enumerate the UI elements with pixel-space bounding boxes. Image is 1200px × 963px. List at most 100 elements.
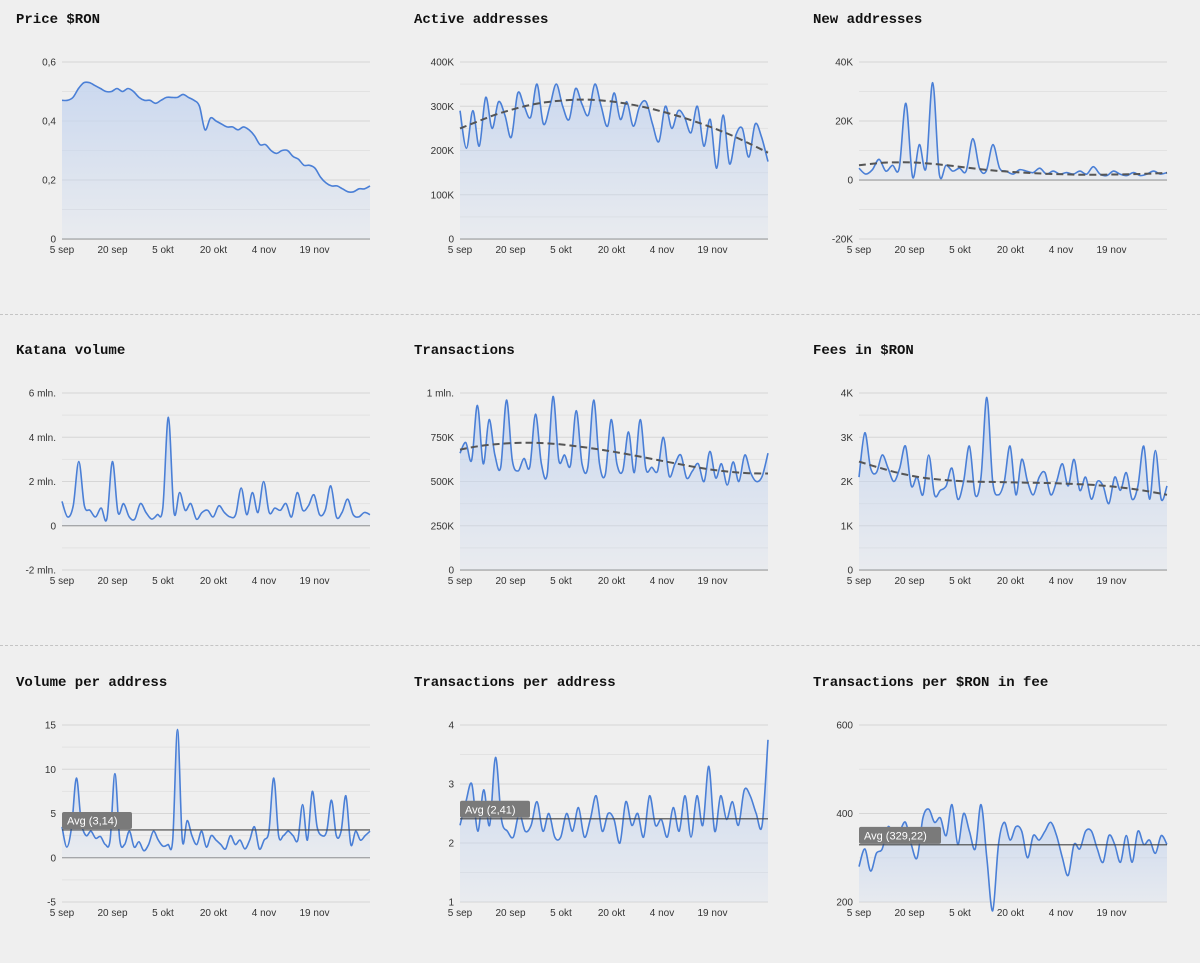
x-tick-label: 20 sep — [97, 908, 127, 919]
chart-panel-transactions-per-ron-fee: Transactions per $RON in fee 200 400 600 5 … — [797, 663, 1177, 963]
y-tick-label: 0,4 — [42, 117, 56, 128]
y-tick-label: 0 — [847, 566, 853, 577]
series-line — [61, 81, 371, 193]
x-tick-label: 4 nov — [650, 245, 674, 256]
series-area — [859, 397, 1167, 570]
x-tick-label: 19 nov — [299, 245, 329, 256]
chart-panel-volume-per-address: Volume per address -5 0 5 10 15 5 sep 20 sep 5 … — [0, 663, 380, 963]
series-area — [460, 396, 768, 570]
x-tick-label: 19 nov — [697, 908, 727, 919]
x-tick-label: 5 okt — [550, 245, 572, 256]
chart-title: New addresses — [813, 12, 923, 28]
trend-line — [858, 161, 1168, 176]
x-tick-label: 4 nov — [252, 576, 276, 587]
chart-katana-volume: -2 mln. 0 2 mln. 4 mln. 6 mln. 5 sep 20 sep 5 o… — [25, 389, 371, 587]
x-tick-label: 4 nov — [650, 908, 674, 919]
chart-volume-per-address: -5 0 5 10 15 5 sep 20 sep 5 okt 20 okt 4 nov 19 no… — [45, 721, 371, 919]
x-tick-label: 20 okt — [200, 576, 227, 587]
series-area — [460, 84, 768, 239]
y-tick-label: 100K — [431, 190, 455, 201]
x-tick-label: 5 sep — [448, 576, 473, 587]
row-separator-2 — [0, 645, 1200, 646]
x-tick-label: 5 okt — [152, 245, 174, 256]
chart-panel-katana-volume: Katana volume -2 mln. 0 2 mln. 4 mln. 6 mln.… — [0, 331, 380, 631]
y-tick-label: 0 — [50, 235, 56, 246]
series-line — [61, 728, 371, 852]
x-tick-label: 20 sep — [495, 908, 525, 919]
y-tick-label: 200 — [836, 898, 853, 909]
chart-title: Active addresses — [414, 12, 549, 28]
average-label: Avg (2,41) — [465, 804, 516, 816]
y-tick-label: 2K — [841, 477, 854, 488]
series-line — [858, 396, 1168, 505]
y-tick-label: -2 mln. — [25, 566, 56, 577]
y-tick-label: 4K — [841, 389, 854, 400]
x-tick-label: 19 nov — [1096, 245, 1126, 256]
x-tick-label: 5 sep — [847, 908, 872, 919]
chart-title: Transactions — [414, 343, 515, 359]
x-tick-label: 20 okt — [598, 245, 625, 256]
y-tick-label: 0 — [448, 235, 454, 246]
series-line — [459, 395, 769, 486]
chart-transactions-per-ron-fee: 200 400 600 5 sep 20 sep 5 okt 20 okt 4 nov 19 n… — [836, 721, 1168, 919]
average-label-box — [859, 826, 941, 844]
x-tick-label: 20 okt — [200, 245, 227, 256]
y-tick-label: 4 — [448, 721, 454, 732]
y-tick-label: 20K — [835, 117, 853, 128]
trend-line — [459, 98, 769, 154]
x-tick-label: 20 sep — [894, 576, 924, 587]
chart-price-ron: 0 0,2 0,4 0,6 5 sep 20 sep 5 okt 20 okt 4 nov 19 … — [42, 58, 371, 256]
series-line — [459, 83, 769, 170]
chart-title: Transactions per address — [414, 675, 616, 691]
average-label-box — [460, 800, 530, 818]
series-area — [62, 729, 370, 858]
chart-active-addresses: 0 100K 200K 300K 400K 5 sep 20 sep 5 okt 20 okt 4… — [431, 58, 769, 256]
x-tick-label: 20 sep — [97, 576, 127, 587]
series-line — [858, 81, 1168, 180]
x-tick-label: 20 sep — [495, 245, 525, 256]
x-tick-label: 5 sep — [448, 245, 473, 256]
average-label-box — [62, 811, 132, 829]
x-tick-label: 19 nov — [299, 908, 329, 919]
x-tick-label: 4 nov — [252, 245, 276, 256]
row-separator-1 — [0, 314, 1200, 315]
y-tick-label: -5 — [47, 898, 56, 909]
y-tick-label: 0 — [50, 521, 56, 532]
x-tick-label: 5 sep — [847, 245, 872, 256]
x-tick-label: 20 okt — [997, 245, 1024, 256]
x-tick-label: 4 nov — [650, 576, 674, 587]
x-tick-label: 19 nov — [299, 576, 329, 587]
chart-panel-fees-in-ron: Fees in $RON 0 1K 2K 3K 4K 5 sep 20 sep 5 okt 20… — [797, 331, 1177, 631]
y-tick-label: 3 — [448, 780, 454, 791]
x-tick-label: 5 okt — [550, 576, 572, 587]
x-tick-label: 20 sep — [495, 576, 525, 587]
x-tick-label: 20 sep — [97, 245, 127, 256]
x-tick-label: 5 okt — [949, 908, 971, 919]
y-tick-label: 5 — [50, 809, 56, 820]
chart-new-addresses: -20K 0 20K 40K 5 sep 20 sep 5 okt 20 okt 4 nov 19… — [832, 58, 1168, 256]
x-tick-label: 5 sep — [50, 908, 75, 919]
x-tick-label: 5 okt — [152, 576, 174, 587]
chart-panel-transactions: Transactions 0 250K 500K 750K 1 mln. 5 sep 20 … — [398, 331, 778, 631]
x-tick-label: 4 nov — [252, 908, 276, 919]
x-tick-label: 20 okt — [200, 908, 227, 919]
chart-title: Transactions per $RON in fee — [813, 675, 1049, 691]
x-tick-label: 20 okt — [598, 576, 625, 587]
y-tick-label: 2 mln. — [29, 477, 56, 488]
x-tick-label: 19 nov — [1096, 576, 1126, 587]
y-tick-label: 300K — [431, 102, 455, 113]
x-tick-label: 4 nov — [1049, 908, 1073, 919]
chart-transactions-per-address: 1 2 3 4 5 sep 20 sep 5 okt 20 okt 4 nov 19 nov Avg… — [448, 721, 769, 919]
average-label: Avg (3,14) — [67, 815, 118, 827]
y-tick-label: 0 — [50, 853, 56, 864]
y-tick-label: 0 — [448, 566, 454, 577]
chart-panel-new-addresses: New addresses -20K 0 20K 40K 5 sep 20 sep 5 ok… — [797, 0, 1177, 300]
x-tick-label: 5 okt — [949, 576, 971, 587]
x-tick-label: 20 okt — [997, 576, 1024, 587]
y-tick-label: 400K — [431, 58, 455, 69]
average-label: Avg (329,22) — [864, 830, 927, 842]
chart-title: Katana volume — [16, 343, 126, 359]
y-tick-label: 600 — [836, 721, 853, 732]
y-tick-label: 750K — [431, 433, 455, 444]
x-tick-label: 4 nov — [1049, 245, 1073, 256]
